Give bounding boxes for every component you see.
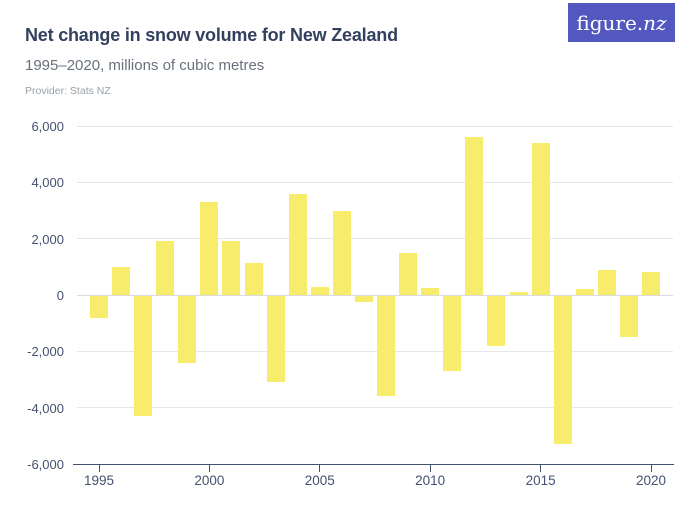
bar-1996 [112,266,131,295]
logo-text-accent: nz [643,10,667,35]
bar-2017 [575,289,594,295]
bar-2005 [310,286,329,295]
y-gridline [77,181,673,183]
bar-2002 [244,262,263,295]
x-axis-tick [319,465,321,472]
figurenz-logo[interactable]: figure. nz [568,3,675,42]
bar-2000 [200,202,219,295]
x-axis-tick-label: 2005 [304,473,335,488]
bar-2011 [443,295,462,372]
x-axis-tick [208,465,210,472]
x-axis-tick [650,465,652,472]
bar-1995 [90,295,108,318]
bar-2010 [421,287,440,295]
bar-2009 [399,252,418,295]
bar-1999 [178,295,197,363]
bar-2012 [465,137,484,295]
provider-label: Provider: Stats NZ [25,85,111,97]
y-gridline [77,407,673,409]
bar-2001 [222,241,241,295]
x-axis-tick-label: 2010 [415,473,446,488]
y-axis-tick-label: -2,000 [27,344,64,360]
y-gridline [77,238,673,240]
zero-gridline [77,294,673,296]
bar-2007 [354,295,373,303]
x-axis-tick-label: 1995 [83,473,115,488]
bar-2016 [553,295,572,445]
x-axis-tick-label: 2015 [525,473,556,488]
bar-1997 [134,295,153,417]
bar-2020 [642,272,660,295]
bar-2013 [487,295,506,346]
x-axis-line [73,464,674,465]
bar-2015 [531,142,550,295]
y-axis-tick-label: 0 [56,288,64,303]
bar-2018 [597,269,616,295]
bar-2019 [619,295,638,338]
x-axis-tick [98,465,100,472]
y-axis-tick-label: -4,000 [27,400,64,416]
y-axis-tick-label: 6,000 [31,119,64,134]
bar-2006 [332,210,351,295]
bar-1998 [156,241,175,295]
x-axis-tick [540,465,542,472]
x-axis-tick-label: 2000 [194,473,225,488]
y-axis-tick-label: 2,000 [31,231,64,247]
bar-2004 [288,193,307,295]
bar-2014 [509,292,528,295]
bar-2003 [266,295,285,383]
bar-2008 [377,295,396,397]
x-axis-tick-label: 2020 [635,473,667,488]
y-axis-tick-label: 4,000 [31,175,64,191]
chart-title: Net change in snow volume for New Zealan… [25,25,398,45]
y-axis-tick-label: -6,000 [27,457,64,472]
logo-text-main: figure. [576,10,644,35]
chart-subtitle: 1995–2020, millions of cubic metres [25,57,265,74]
y-gridline [77,125,673,127]
y-gridline [77,350,673,352]
x-axis-tick [429,465,431,472]
